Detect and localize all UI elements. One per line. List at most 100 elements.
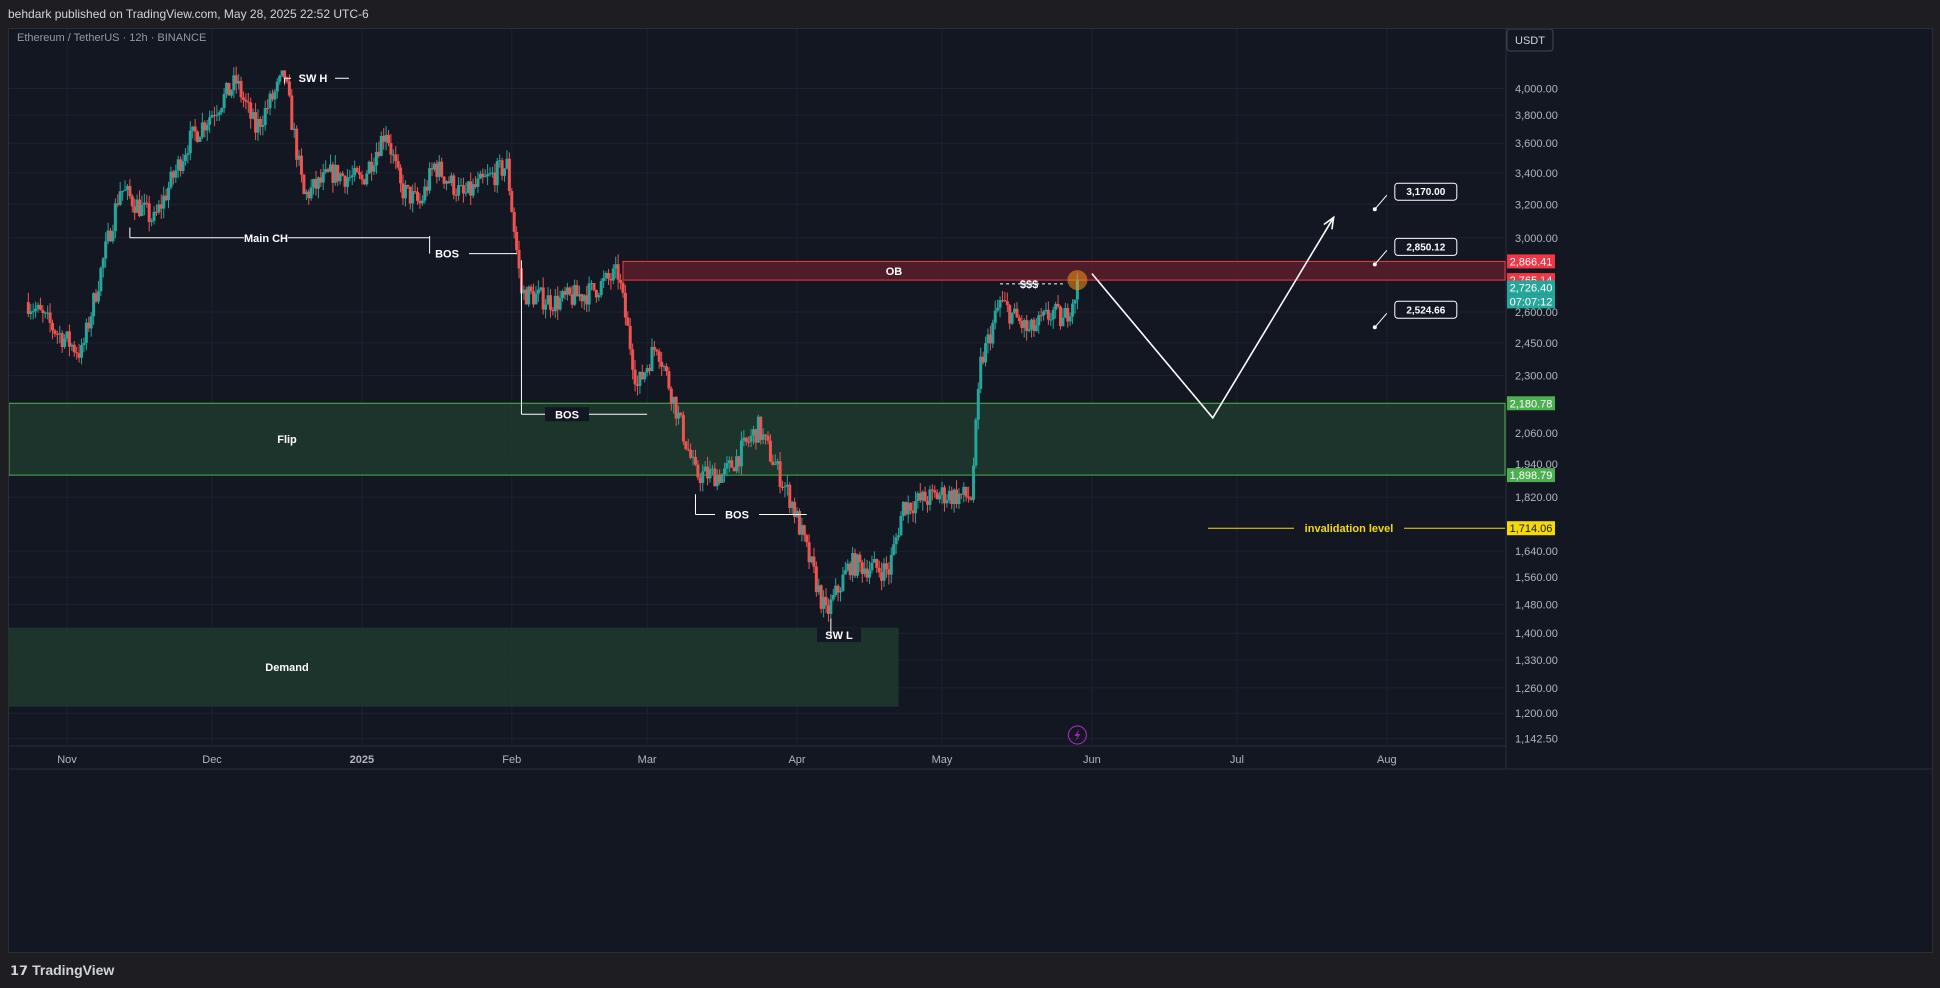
candle-body [164,195,168,201]
candle-body [60,333,64,348]
candle-body [278,75,282,82]
candle-body [836,585,840,593]
currency-button[interactable]: USDT [1506,28,1554,52]
footer: 𝟭𝟳 TradingView [0,954,1940,988]
candle-body [880,572,884,581]
candle-body [524,289,528,305]
candle-body [735,456,739,472]
candle-body [689,449,693,458]
candle-body [679,412,683,416]
candle-body [147,203,151,223]
candle-body [737,456,741,467]
candle-body [430,168,434,170]
candle-body [706,466,710,479]
price-chart[interactable]: OB Flip Demand SW H Main CH BOS BOS BOS SW L $$$… [8,28,1932,952]
candle-body [507,158,511,192]
y-tick-label: 1,640.00 [1515,546,1558,558]
candle-body [416,191,420,201]
candle-body [406,185,410,187]
candle-body [89,316,93,329]
candle-body [756,416,760,443]
candle-body [1063,307,1067,318]
candle-body [1046,309,1050,320]
candle-body [865,568,869,578]
candle-body [205,124,209,131]
price-axis-label: 2,726.40 [1510,282,1553,294]
y-tick-label: 4,000.00 [1515,84,1558,96]
candle-body [957,493,961,505]
candle-body [892,544,896,555]
candle-body [92,293,96,317]
candle-body [118,191,122,205]
candle-body [512,211,516,232]
candle-body [573,285,577,305]
candle-body [722,468,726,475]
candle-body [77,353,81,358]
candle-body [357,172,361,175]
candle-body [254,112,258,133]
candle-body [420,200,424,204]
candle-body [403,185,407,199]
candle-body [1010,312,1014,324]
candle-body [82,342,86,346]
candle-body [831,594,835,600]
candle-body [445,181,449,184]
y-tick-label: 3,800.00 [1515,110,1558,122]
candle-body [251,112,255,119]
candle-body [464,192,468,194]
candle-body [384,134,388,142]
candle-body [1051,309,1055,320]
candle-body [302,174,306,194]
tradingview-logo[interactable]: 𝟭𝟳 TradingView [10,962,114,979]
candle-body [599,280,603,296]
candle-body [585,295,589,305]
candle-body [638,371,642,386]
candle-body [258,119,262,127]
candle-body [495,161,499,186]
candle-body [964,486,968,497]
candle-body [26,302,30,314]
candle-body [372,165,376,172]
candle-body [790,501,794,509]
lightning-bolt [1074,729,1081,741]
candle-body [805,535,809,543]
candle-body [781,487,785,489]
chart-frame[interactable]: OB Flip Demand SW H Main CH BOS BOS BOS SW L $$$… [8,28,1933,953]
candle-body [476,178,480,187]
candle-body [955,489,959,505]
candle-body [725,463,729,469]
candle-body [142,202,146,205]
candle-body [1032,319,1036,332]
candle-body [1039,315,1043,317]
candle-body [382,135,386,142]
candle-body [684,441,688,449]
candle-body [171,171,175,178]
candle-body [797,510,801,535]
candle-body [58,333,62,335]
candle-body [1037,315,1041,326]
sw-l-label-bg [817,628,861,643]
candle-body [466,181,470,193]
candle-body [846,563,850,571]
candle-body [1054,303,1058,310]
candle-body [565,287,569,295]
price-axis-label: 2,180.78 [1510,398,1553,410]
target-label: 2,524.66 [1406,305,1445,316]
zone-label-flip: Flip [277,434,297,446]
candle-body [48,312,52,324]
candle-body [65,331,69,339]
candle-body [715,474,719,487]
candle-body [546,295,550,305]
bos-1-label: BOS [435,249,459,261]
candle-body [904,501,908,515]
candle-body [870,562,874,571]
candle-body [275,81,279,92]
candle-body [193,126,197,132]
y-tick-label: 1,260.00 [1515,683,1558,695]
y-tick-label: 1,560.00 [1515,572,1558,584]
candle-body [971,465,975,500]
candle-body [616,264,620,280]
candle-body [1005,301,1009,306]
x-tick-label: Mar [638,754,657,766]
candle-body [246,101,250,103]
